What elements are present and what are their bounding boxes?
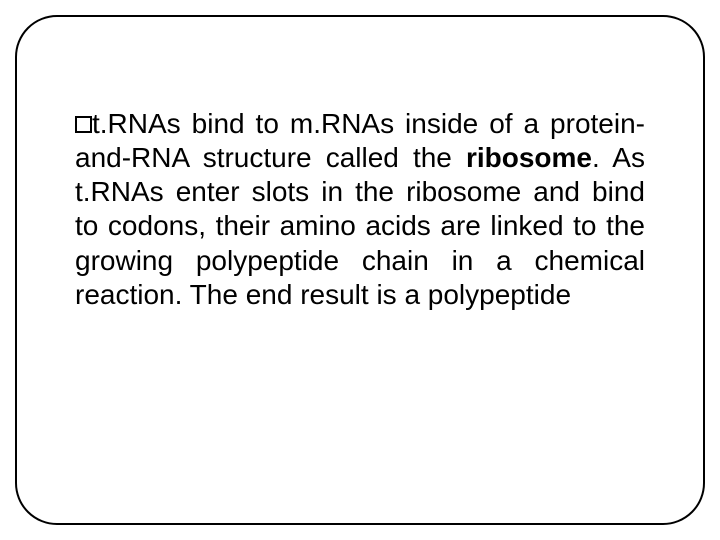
slide-frame: t.RNAs bind to m.RNAs inside of a protei… xyxy=(15,15,705,525)
bullet-marker-icon xyxy=(75,116,92,133)
slide-paragraph: t.RNAs bind to m.RNAs inside of a protei… xyxy=(75,107,645,312)
bold-term: ribosome xyxy=(466,142,592,173)
